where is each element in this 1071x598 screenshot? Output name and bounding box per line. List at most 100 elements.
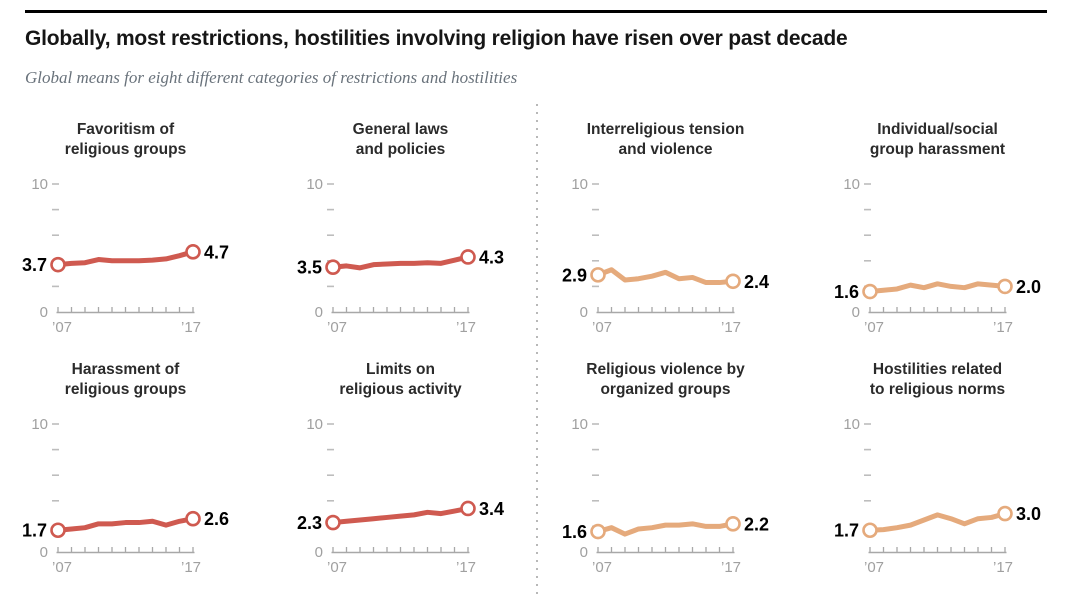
y-min-label: 0 <box>852 304 860 321</box>
panel-title-line2: and violence <box>618 141 713 158</box>
panel-title: Harassment of religious groups <box>8 360 243 402</box>
line-chart: 10 ’07 ’17 1.7 3.0 <box>834 416 1041 576</box>
line-chart: 10 0’07 ’17 3.7 4.7 <box>22 176 229 336</box>
panel-favoritism-of-religious-groups: Favoritism of religious groups 10 0’07 ’17… <box>8 120 258 358</box>
end-value-label: 3.0 <box>1016 504 1041 524</box>
y-max-label: 10 <box>306 176 323 193</box>
x-end-label: ’17 <box>721 319 741 336</box>
start-point-marker <box>590 523 606 540</box>
panel-individual-social-group-harassment: Individual/social group harassment 10 0’0… <box>820 120 1070 358</box>
start-value-label: 1.6 <box>562 522 587 542</box>
x-start-label: ’07 <box>52 319 72 336</box>
data-line <box>595 267 736 286</box>
page-subtitle: Global means for eight different categor… <box>25 68 518 87</box>
start-value-label: 1.6 <box>834 282 859 302</box>
end-point-marker <box>997 505 1013 522</box>
start-value-label: 3.7 <box>22 255 47 275</box>
vertical-dotted-divider <box>536 104 538 594</box>
panel-interreligious-tension-and-violence: Interreligious tension and violence 10 0’… <box>548 120 798 358</box>
end-point-marker <box>460 500 476 517</box>
data-line <box>55 249 196 268</box>
end-value-label: 3.4 <box>479 499 504 519</box>
panel-title: Interreligious tension and violence <box>548 120 783 162</box>
panel-title: Favoritism of religious groups <box>8 120 243 162</box>
y-min-label: 0 <box>315 544 323 561</box>
end-value-label: 2.2 <box>744 514 769 534</box>
end-point-marker <box>725 516 741 532</box>
panel-title-line2: religious groups <box>64 381 187 398</box>
panel-title-line1: Religious violence by <box>586 361 745 378</box>
panel-title-line1: Hostilities related <box>872 361 1003 378</box>
x-start-label: ’07 <box>864 319 884 336</box>
line-chart: 10 0’07 ’17 1.6 2.0 <box>834 176 1041 336</box>
x-end-label: ’17 <box>993 559 1013 576</box>
start-value-label: 2.3 <box>297 513 322 533</box>
line-chart: 10 0’07 ’17 2.9 2.4 <box>562 176 769 336</box>
x-start-label: ’07 <box>327 559 347 576</box>
panel-title-line1: Favoritism of <box>76 121 175 138</box>
end-point-marker <box>725 273 741 290</box>
start-point-marker <box>50 522 66 539</box>
y-min-label: 0 <box>580 304 588 321</box>
line-chart: 10 0’07 ’17 2.3 3.4 <box>297 416 504 576</box>
end-point-marker <box>997 278 1013 295</box>
x-end-label: ’17 <box>181 559 201 576</box>
panel-title: Limits on religious activity <box>283 360 518 402</box>
start-value-label: 1.7 <box>834 521 859 541</box>
y-min-label: 0 <box>580 544 588 561</box>
top-rule <box>25 10 1047 13</box>
data-line <box>55 516 196 533</box>
panel-title-line1: Harassment of <box>71 361 180 378</box>
data-line <box>867 281 1008 295</box>
panel-title-line1: Limits on <box>366 361 435 378</box>
y-min-label: 0 <box>40 544 48 561</box>
y-max-label: 10 <box>571 416 588 433</box>
start-point-marker <box>325 259 341 275</box>
panel-title: Hostilities related to religious norms <box>820 360 1055 402</box>
panel-title-line1: Interreligious tension <box>586 121 745 138</box>
y-max-label: 10 <box>843 176 860 193</box>
y-max-label: 10 <box>31 176 48 193</box>
data-line <box>867 511 1008 533</box>
end-value-label: 2.6 <box>204 509 229 529</box>
x-end-label: ’17 <box>721 559 741 576</box>
end-point-marker <box>185 244 201 260</box>
x-end-label: ’17 <box>456 319 476 336</box>
panel-limits-on-religious-activity: Limits on religious activity 10 0’07 ’17 2.… <box>283 360 533 598</box>
end-value-label: 2.0 <box>1016 277 1041 297</box>
x-start-label: ’07 <box>592 319 612 336</box>
panel-title-line2: and policies <box>355 141 446 158</box>
panel-religious-violence-by-organized-groups: Religious violence by organized groups 1… <box>548 360 798 598</box>
x-start-label: ’07 <box>864 559 884 576</box>
panel-title-line2: religious activity <box>339 381 462 398</box>
end-point-marker <box>460 249 476 265</box>
panel-harassment-of-religious-groups: Harassment of religious groups 10 0’07 ’17… <box>8 360 258 598</box>
line-chart: 10 0’07 ’17 3.5 4.3 <box>297 176 504 336</box>
line-chart: 10 0’07 ’17 1.7 2.6 <box>22 416 229 576</box>
x-start-label: ’07 <box>592 559 612 576</box>
y-min-label: 0 <box>315 304 323 321</box>
start-point-marker <box>862 522 878 539</box>
y-max-label: 10 <box>843 416 860 433</box>
start-point-marker <box>590 267 606 283</box>
start-point-marker <box>325 514 341 531</box>
y-min-label: 0 <box>40 304 48 321</box>
x-end-label: ’17 <box>993 319 1013 336</box>
x-start-label: ’07 <box>327 319 347 336</box>
panel-title-line2: group harassment <box>869 141 1006 158</box>
data-line <box>330 254 471 271</box>
end-point-marker <box>185 510 201 527</box>
data-line <box>330 505 471 526</box>
panel-title-line2: religious groups <box>64 141 187 158</box>
start-point-marker <box>862 283 878 300</box>
panel-hostilities-related-to-religious-norms: Hostilities related to religious norms 1… <box>820 360 1070 598</box>
start-value-label: 3.5 <box>297 258 322 278</box>
panel-title: Religious violence by organized groups <box>548 360 783 402</box>
x-end-label: ’17 <box>456 559 476 576</box>
y-max-label: 10 <box>571 176 588 193</box>
y-max-label: 10 <box>306 416 323 433</box>
page-title: Globally, most restrictions, hostilities… <box>25 27 848 50</box>
end-value-label: 4.7 <box>204 242 229 262</box>
x-end-label: ’17 <box>181 319 201 336</box>
panel-title-line2: organized groups <box>600 381 731 398</box>
